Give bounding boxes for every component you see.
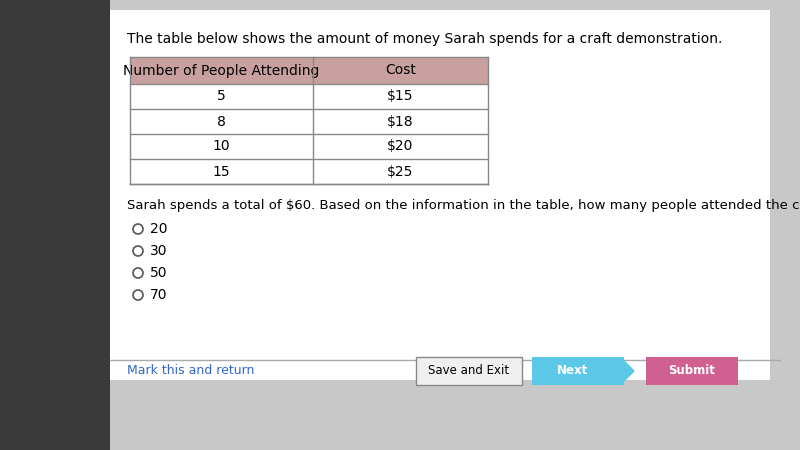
Text: Number of People Attending: Number of People Attending <box>123 63 320 77</box>
Text: Next: Next <box>558 364 589 378</box>
Text: 50: 50 <box>150 266 167 280</box>
FancyBboxPatch shape <box>130 134 488 159</box>
FancyBboxPatch shape <box>130 84 488 109</box>
Text: Sarah spends a total of $60. Based on the information in the table, how many peo: Sarah spends a total of $60. Based on th… <box>127 199 800 212</box>
Text: $15: $15 <box>387 90 414 104</box>
Text: Submit: Submit <box>669 364 715 378</box>
Text: Cost: Cost <box>385 63 416 77</box>
Text: $18: $18 <box>387 114 414 129</box>
FancyBboxPatch shape <box>0 0 110 450</box>
FancyBboxPatch shape <box>110 10 770 380</box>
Text: The table below shows the amount of money Sarah spends for a craft demonstration: The table below shows the amount of mone… <box>127 32 722 46</box>
Circle shape <box>133 290 143 300</box>
Text: Save and Exit: Save and Exit <box>429 364 510 378</box>
Text: 15: 15 <box>213 165 230 179</box>
Text: 10: 10 <box>213 140 230 153</box>
Circle shape <box>133 246 143 256</box>
Text: Mark this and return: Mark this and return <box>127 364 254 378</box>
FancyBboxPatch shape <box>646 357 738 385</box>
Circle shape <box>133 224 143 234</box>
Polygon shape <box>622 359 634 383</box>
FancyBboxPatch shape <box>130 159 488 184</box>
FancyBboxPatch shape <box>130 109 488 134</box>
Text: 70: 70 <box>150 288 167 302</box>
FancyBboxPatch shape <box>130 57 488 84</box>
Text: 5: 5 <box>217 90 226 104</box>
FancyBboxPatch shape <box>532 357 624 385</box>
Text: 30: 30 <box>150 244 167 258</box>
Text: 20: 20 <box>150 222 167 236</box>
Text: $25: $25 <box>387 165 414 179</box>
Text: $20: $20 <box>387 140 414 153</box>
FancyBboxPatch shape <box>416 357 522 385</box>
Text: 8: 8 <box>217 114 226 129</box>
Circle shape <box>133 268 143 278</box>
